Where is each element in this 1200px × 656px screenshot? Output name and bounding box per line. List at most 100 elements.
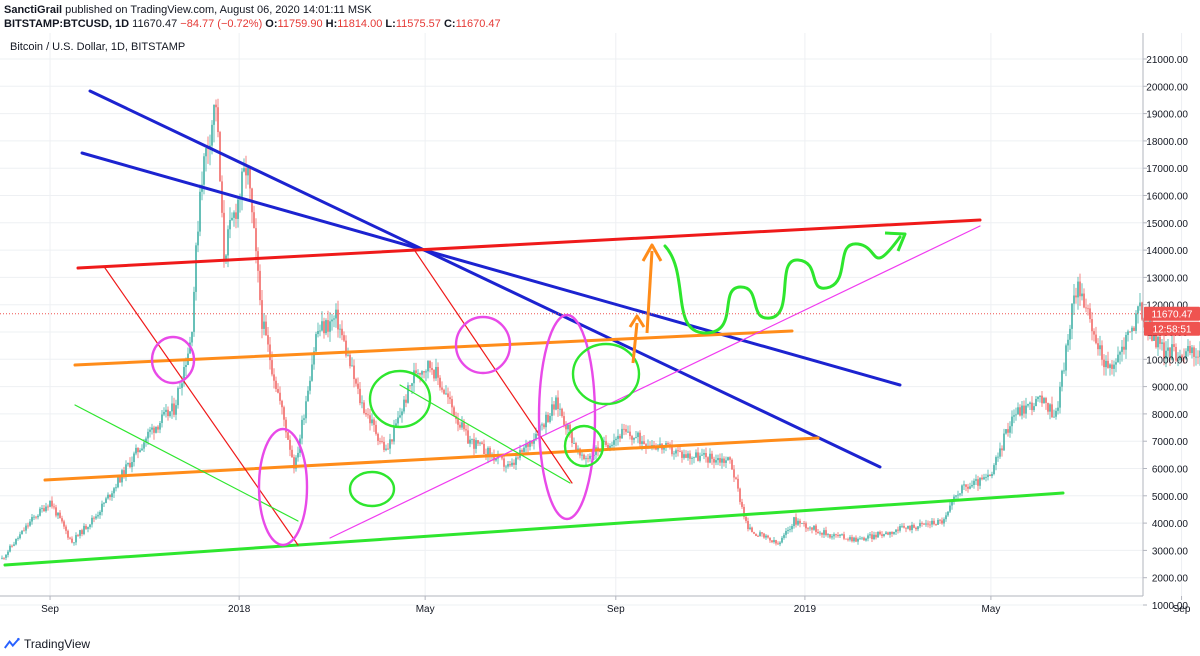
green-forecast-arrowhead[interactable]	[884, 231, 907, 252]
candle-body	[843, 534, 845, 539]
candle-body	[289, 439, 291, 450]
candle-body	[535, 433, 537, 440]
candle-body	[1041, 395, 1043, 404]
candle-body	[769, 537, 771, 541]
candle-body	[795, 517, 797, 525]
price-chart[interactable]: 1000.00 2000.00 3000.00 4000.00 5000.00 6000.…	[0, 33, 1200, 630]
candle-body	[213, 104, 215, 125]
candle-body	[603, 441, 605, 442]
candle-body	[695, 452, 697, 458]
tradingview-logo-icon[interactable]	[4, 637, 20, 651]
pink-ellipse-2018-bottom[interactable]	[257, 427, 309, 547]
candle-body	[959, 493, 961, 495]
candle-body	[61, 518, 63, 522]
candle-body	[139, 450, 141, 453]
orange-arrowhead-small[interactable]	[628, 314, 646, 328]
candle-body	[543, 424, 545, 428]
blue-trendline-upper[interactable]	[88, 89, 882, 469]
price-tick-label: 2000.00	[1152, 574, 1189, 585]
candle-body	[715, 460, 717, 463]
candle-body	[981, 477, 983, 480]
candle-body	[1071, 303, 1073, 329]
orange-arrow-big[interactable]	[645, 250, 654, 334]
orange-channel-lower[interactable]	[43, 436, 820, 482]
candle-body	[701, 454, 703, 456]
candle-body	[583, 454, 585, 460]
candle-body	[1069, 328, 1071, 340]
candle-body	[1, 557, 3, 559]
candle-body	[855, 537, 857, 542]
candle-body	[205, 148, 207, 157]
tradingview-brand[interactable]: TradingView	[24, 637, 91, 651]
candle-body	[623, 428, 625, 430]
candle-body	[1185, 351, 1187, 359]
candle-body	[931, 520, 933, 525]
candle-body	[1029, 402, 1031, 404]
orange-channel-upper[interactable]	[73, 329, 794, 367]
author-name[interactable]: SanctiGrail	[4, 4, 63, 16]
candle-body	[105, 498, 107, 503]
pink-circle-2019[interactable]	[454, 315, 512, 375]
candle-body	[323, 321, 325, 334]
candle-body	[459, 424, 461, 428]
green-support-line[interactable]	[3, 491, 1065, 567]
green-circle-2019-start[interactable]	[348, 470, 396, 508]
countdown-tag	[1144, 321, 1200, 336]
candle-body	[605, 441, 607, 445]
candle-body	[223, 212, 225, 260]
pink-ellipse-2020-crash[interactable]	[537, 313, 597, 521]
candle-body	[1171, 344, 1173, 360]
green-circle-2020[interactable]	[571, 342, 641, 406]
candle-body	[613, 440, 615, 445]
pink-circle-2018[interactable]	[150, 335, 196, 385]
orange-arrow-small[interactable]	[631, 322, 639, 364]
candle-body	[587, 458, 589, 460]
red-thin-decline-2[interactable]	[414, 250, 573, 484]
candle-body	[949, 505, 951, 512]
candle-body	[955, 495, 957, 497]
candle-body	[409, 385, 411, 387]
green-thin-decline-1[interactable]	[74, 404, 299, 522]
candle-body	[363, 402, 365, 413]
candle-body	[1003, 433, 1005, 451]
candle-body	[113, 488, 115, 494]
candle-body	[265, 321, 267, 336]
red-resistance-line[interactable]	[76, 218, 982, 270]
price-tick-label: 18000.00	[1146, 137, 1188, 148]
candle-body	[1017, 407, 1019, 415]
candle-body	[845, 538, 847, 540]
candle-body	[407, 385, 409, 403]
candle-body	[383, 441, 385, 450]
red-thin-decline-1[interactable]	[104, 267, 299, 546]
green-forecast-wave[interactable]	[663, 235, 902, 335]
candle-body	[475, 440, 477, 449]
candle-body	[637, 432, 639, 438]
candle-body	[89, 524, 91, 528]
candle-body	[547, 414, 549, 422]
blue-trendline-lower[interactable]	[80, 151, 902, 387]
candle-body	[231, 217, 233, 220]
candle-body	[1077, 281, 1079, 298]
candle-body	[1097, 343, 1099, 350]
chart-area[interactable]: 1000.00 2000.00 3000.00 4000.00 5000.00 6000.…	[0, 33, 1200, 630]
candle-body	[641, 441, 643, 444]
candle-body	[1005, 429, 1007, 434]
green-circle-2020-low[interactable]	[563, 424, 605, 468]
candle-body	[823, 530, 825, 535]
magenta-rising-trendline[interactable]	[329, 225, 981, 539]
candle-body	[379, 440, 381, 442]
candle-body	[511, 462, 513, 466]
candle-body	[1143, 319, 1145, 322]
candle-body	[951, 501, 953, 506]
price-tick-label: 7000.00	[1152, 437, 1189, 448]
candle-body	[75, 535, 77, 543]
candle-body	[779, 542, 781, 545]
candle-body	[197, 231, 199, 246]
candle-body	[135, 447, 137, 454]
orange-arrowhead-big[interactable]	[641, 243, 663, 262]
candle-body	[305, 401, 307, 419]
candle-body	[487, 447, 489, 457]
green-circle-2019-breakout[interactable]	[368, 369, 432, 429]
candle-body	[635, 437, 637, 438]
candle-body	[353, 365, 355, 380]
